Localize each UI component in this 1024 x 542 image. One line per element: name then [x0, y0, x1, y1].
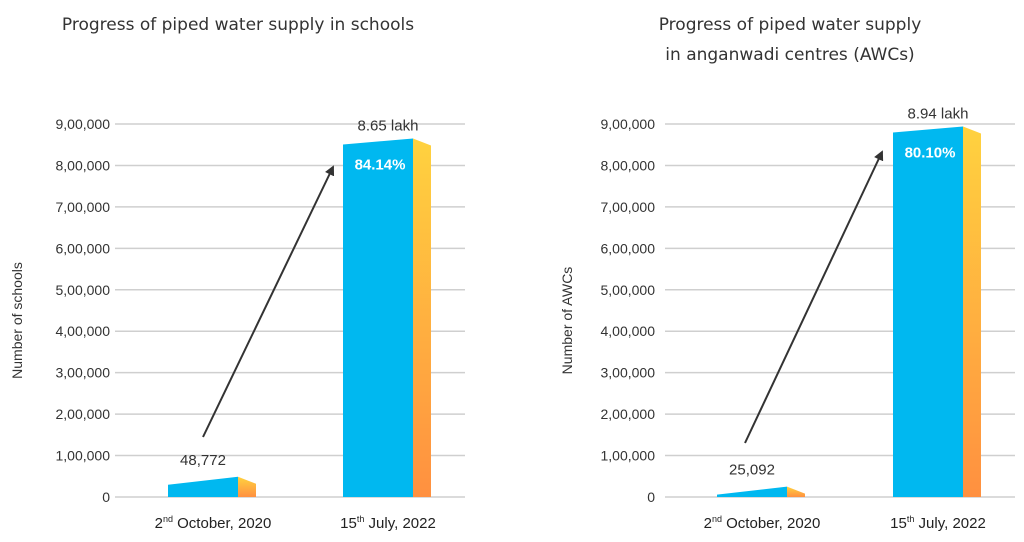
chart-2: Progress of piped water supply in anganwa… [559, 15, 1015, 532]
y-tick-label: 8,00,000 [56, 157, 111, 173]
y-tick-label: 9,00,000 [56, 116, 111, 132]
y-tick-label: 5,00,000 [56, 282, 111, 298]
chart-title: in anganwadi centres (AWCs) [665, 45, 914, 65]
y-tick-label: 1,00,000 [601, 448, 656, 464]
bar [717, 486, 787, 497]
bar-side [963, 126, 981, 497]
bar [893, 126, 963, 497]
y-tick-label: 7,00,000 [601, 199, 656, 215]
data-label: 8.94 lakh [908, 105, 969, 122]
x-tick-label: 15th July, 2022 [890, 514, 986, 532]
bar [168, 476, 238, 497]
y-tick-label: 8,00,000 [601, 157, 656, 173]
chart-1: Progress of piped water supply in school… [9, 15, 465, 532]
percent-label: 80.10% [905, 144, 956, 161]
y-tick-label: 0 [102, 489, 110, 505]
bar [343, 138, 413, 497]
x-tick-label: 2nd October, 2020 [704, 514, 821, 532]
x-tick-label: 2nd October, 2020 [155, 514, 272, 532]
bar-side [238, 476, 256, 497]
bar-side [787, 486, 805, 497]
y-axis-label: Number of AWCs [559, 267, 575, 375]
y-tick-label: 2,00,000 [601, 406, 656, 422]
chart-title: Progress of piped water supply in school… [62, 15, 414, 35]
y-tick-label: 3,00,000 [56, 365, 111, 381]
bar-side [413, 138, 431, 497]
y-tick-label: 4,00,000 [56, 323, 111, 339]
y-tick-label: 6,00,000 [601, 240, 656, 256]
x-tick-label: 15th July, 2022 [340, 514, 436, 532]
y-tick-label: 5,00,000 [601, 282, 656, 298]
y-axis-label: Number of schools [9, 262, 25, 379]
growth-arrow [744, 150, 884, 444]
y-tick-label: 1,00,000 [56, 448, 111, 464]
y-tick-label: 2,00,000 [56, 406, 111, 422]
y-tick-label: 3,00,000 [601, 365, 656, 381]
y-tick-label: 0 [647, 489, 655, 505]
growth-arrow [202, 165, 335, 438]
y-tick-label: 7,00,000 [56, 199, 111, 215]
percent-label: 84.14% [355, 157, 406, 174]
y-tick-label: 9,00,000 [601, 116, 656, 132]
y-tick-label: 6,00,000 [56, 240, 111, 256]
chart-title: Progress of piped water supply [659, 15, 922, 35]
data-label: 25,092 [729, 462, 775, 479]
data-label: 48,772 [180, 452, 226, 469]
data-label: 8.65 lakh [358, 118, 419, 135]
y-tick-label: 4,00,000 [601, 323, 656, 339]
